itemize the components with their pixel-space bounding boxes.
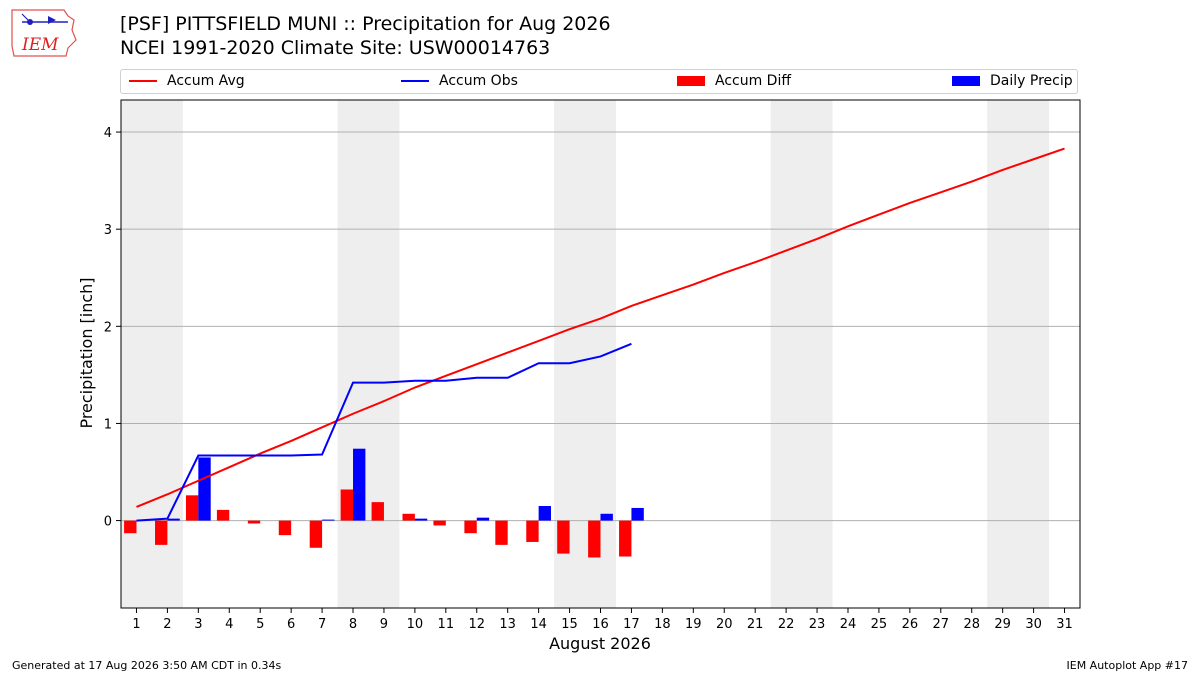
- footer-app: IEM Autoplot App #17: [1066, 659, 1189, 672]
- legend-item-accum-avg: Accum Avg: [129, 73, 245, 89]
- line-accum-obs: [136, 342, 632, 522]
- bar-daily-precip: [538, 506, 552, 521]
- bar-accum-diff: [619, 520, 632, 557]
- x-tick-label: 23: [809, 617, 826, 632]
- x-tick-label: 3: [194, 617, 202, 632]
- bar-accum-diff: [588, 520, 601, 558]
- x-tick-label: 15: [561, 617, 578, 632]
- line-accum-avg: [136, 147, 1065, 508]
- x-tick-label: 2: [163, 617, 171, 632]
- bar-daily-precip: [414, 518, 428, 521]
- bar-daily-precip: [631, 507, 644, 521]
- x-tick-label: 26: [902, 617, 919, 632]
- title-line-1: [PSF] PITTSFIELD MUNI :: Precipitation f…: [120, 13, 611, 35]
- legend-label-accum-diff: Accum Diff: [715, 73, 792, 89]
- axes: 1 2 3 4 5 6 7 8 9 10 11 12 13 14 15 16 17 18 19 20 21 22 23 24 2…: [104, 99, 1081, 632]
- bar-accum-diff: [185, 495, 199, 521]
- x-tick-label: 6: [287, 617, 295, 632]
- y-axis-label: Precipitation [inch]: [77, 277, 96, 428]
- bar-daily-precip: [198, 457, 211, 521]
- bar-daily-precip: [600, 513, 613, 521]
- iem-logo-graphic: IEM: [11, 9, 77, 57]
- legend-swatch-accum-diff: [677, 76, 705, 86]
- weekend-band: [987, 100, 1050, 608]
- legend-label-accum-obs: Accum Obs: [439, 73, 518, 89]
- x-tick-label: 20: [716, 617, 733, 632]
- bar-accum-diff: [155, 520, 168, 545]
- bar-accum-diff: [402, 513, 415, 521]
- bar-accum-diff: [309, 520, 323, 548]
- bar-accum-diff: [340, 489, 354, 521]
- x-tick-label: 12: [468, 617, 485, 632]
- bar-accum-diff: [124, 520, 137, 534]
- bar-daily-precip: [476, 517, 490, 521]
- x-tick-label: 21: [747, 617, 764, 632]
- bar-accum-diff: [371, 502, 384, 521]
- bar-accum-diff: [557, 520, 570, 554]
- legend-label-accum-avg: Accum Avg: [167, 73, 245, 89]
- x-tick-label: 28: [963, 617, 980, 632]
- logo-text: IEM: [21, 35, 59, 55]
- x-tick-label: 18: [654, 617, 671, 632]
- x-axis-label: August 2026: [549, 634, 651, 653]
- x-tick-label: 29: [994, 617, 1011, 632]
- x-tick-label: 30: [1025, 617, 1042, 632]
- y-tick-label: 4: [104, 126, 112, 141]
- legend-swatch-daily-precip: [952, 76, 980, 86]
- chart-title: [PSF] PITTSFIELD MUNI :: Precipitation f…: [120, 12, 611, 60]
- x-tick-label: 27: [933, 617, 950, 632]
- x-tick-label: 1: [132, 617, 140, 632]
- bar-accum-diff: [495, 520, 508, 545]
- legend-item-accum-diff: Accum Diff: [677, 73, 791, 89]
- x-tick-label: 10: [407, 617, 424, 632]
- bar-daily-precip: [353, 448, 366, 521]
- legend-item-accum-obs: Accum Obs: [401, 73, 518, 89]
- x-tick-label: 5: [256, 617, 264, 632]
- y-tick-label: 2: [104, 320, 112, 335]
- x-tick-label: 7: [318, 617, 326, 632]
- legend-swatch-accum-avg: [129, 80, 157, 82]
- x-tick-label: 17: [623, 617, 640, 632]
- legend-item-daily-precip: Daily Precip: [952, 73, 1073, 89]
- bar-accum-diff: [278, 520, 292, 536]
- bar-accum-diff: [433, 520, 446, 526]
- y-tick-label: 3: [104, 223, 112, 238]
- x-tick-label: 16: [592, 617, 609, 632]
- x-tick-label: 4: [225, 617, 233, 632]
- iem-logo: IEM: [8, 6, 80, 60]
- x-tick-label: 24: [840, 617, 857, 632]
- weekend-shading: [121, 100, 1050, 608]
- x-tick-label: 11: [438, 617, 455, 632]
- bar-accum-diff: [247, 520, 261, 524]
- bar-accum-diff: [216, 509, 230, 521]
- bar-accum-diff: [464, 520, 477, 534]
- x-tick-label: 25: [871, 617, 888, 632]
- footer-generated: Generated at 17 Aug 2026 3:50 AM CDT in …: [12, 659, 282, 672]
- chart-legend: Accum Avg Accum Obs Accum Diff Daily Pre…: [120, 69, 1078, 94]
- weekend-band: [337, 100, 400, 608]
- bar-daily-precip: [322, 519, 335, 521]
- x-tick-label: 19: [685, 617, 702, 632]
- bars: [124, 448, 644, 558]
- legend-label-daily-precip: Daily Precip: [990, 73, 1073, 89]
- x-tick-label: 31: [1056, 617, 1073, 632]
- legend-swatch-accum-obs: [401, 80, 429, 82]
- bar-daily-precip: [167, 518, 180, 521]
- title-line-2: NCEI 1991-2020 Climate Site: USW00014763: [120, 37, 551, 59]
- x-tick-label: 13: [499, 617, 516, 632]
- x-tick-label: 9: [380, 617, 388, 632]
- x-tick-label: 14: [530, 617, 547, 632]
- x-tick-label: 8: [349, 617, 357, 632]
- x-tick-label: 22: [778, 617, 795, 632]
- y-tick-label: 0: [104, 515, 112, 530]
- bar-accum-diff: [526, 520, 539, 542]
- lines: [136, 147, 1065, 522]
- weekend-band: [770, 100, 833, 608]
- y-tick-label: 1: [104, 417, 112, 432]
